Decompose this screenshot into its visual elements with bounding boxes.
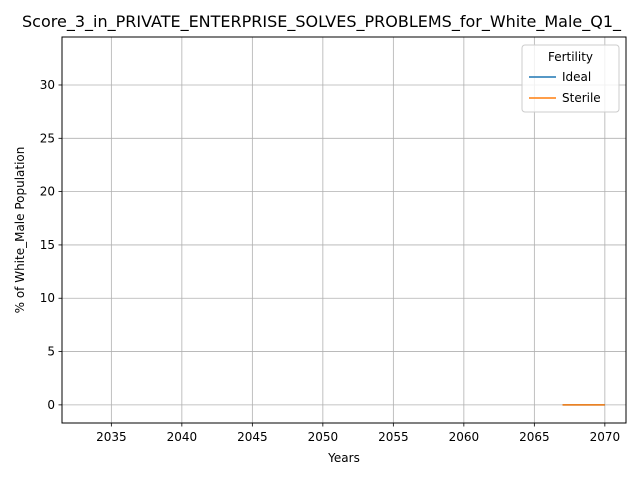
chart-title: Score_3_in_PRIVATE_ENTERPRISE_SOLVES_PRO… bbox=[22, 12, 622, 32]
x-tick-label: 2040 bbox=[167, 430, 198, 444]
legend-label-ideal: Ideal bbox=[562, 70, 591, 84]
legend-box bbox=[521, 44, 620, 113]
legend-label-sterile: Sterile bbox=[562, 91, 601, 105]
y-tick-label: 25 bbox=[40, 131, 55, 145]
y-tick-label: 15 bbox=[40, 238, 55, 252]
y-axis-label: % of White_Male Population bbox=[13, 147, 27, 314]
y-tick-label: 5 bbox=[47, 345, 55, 359]
x-tick-label: 2060 bbox=[449, 430, 480, 444]
axis-ticks: 2035 2040 2045 2050 2055 2060 2065 2070 0 5 10 15 20… bbox=[40, 78, 620, 444]
x-tick-label: 2055 bbox=[378, 430, 409, 444]
x-tick-label: 2035 bbox=[96, 430, 127, 444]
legend: Fertility Ideal Sterile bbox=[521, 44, 620, 113]
y-tick-label: 30 bbox=[40, 78, 55, 92]
legend-title: Fertility bbox=[548, 50, 593, 64]
y-tick-label: 0 bbox=[47, 398, 55, 412]
x-tick-label: 2070 bbox=[590, 430, 621, 444]
x-tick-label: 2065 bbox=[519, 430, 550, 444]
x-axis-label: Years bbox=[327, 451, 360, 465]
plot-area-frame bbox=[61, 36, 627, 424]
x-tick-label: 2045 bbox=[237, 430, 268, 444]
y-tick-label: 20 bbox=[40, 185, 55, 199]
x-tick-label: 2050 bbox=[308, 430, 339, 444]
legend-entries: Ideal Sterile bbox=[529, 70, 601, 105]
y-tick-label: 10 bbox=[40, 291, 55, 305]
